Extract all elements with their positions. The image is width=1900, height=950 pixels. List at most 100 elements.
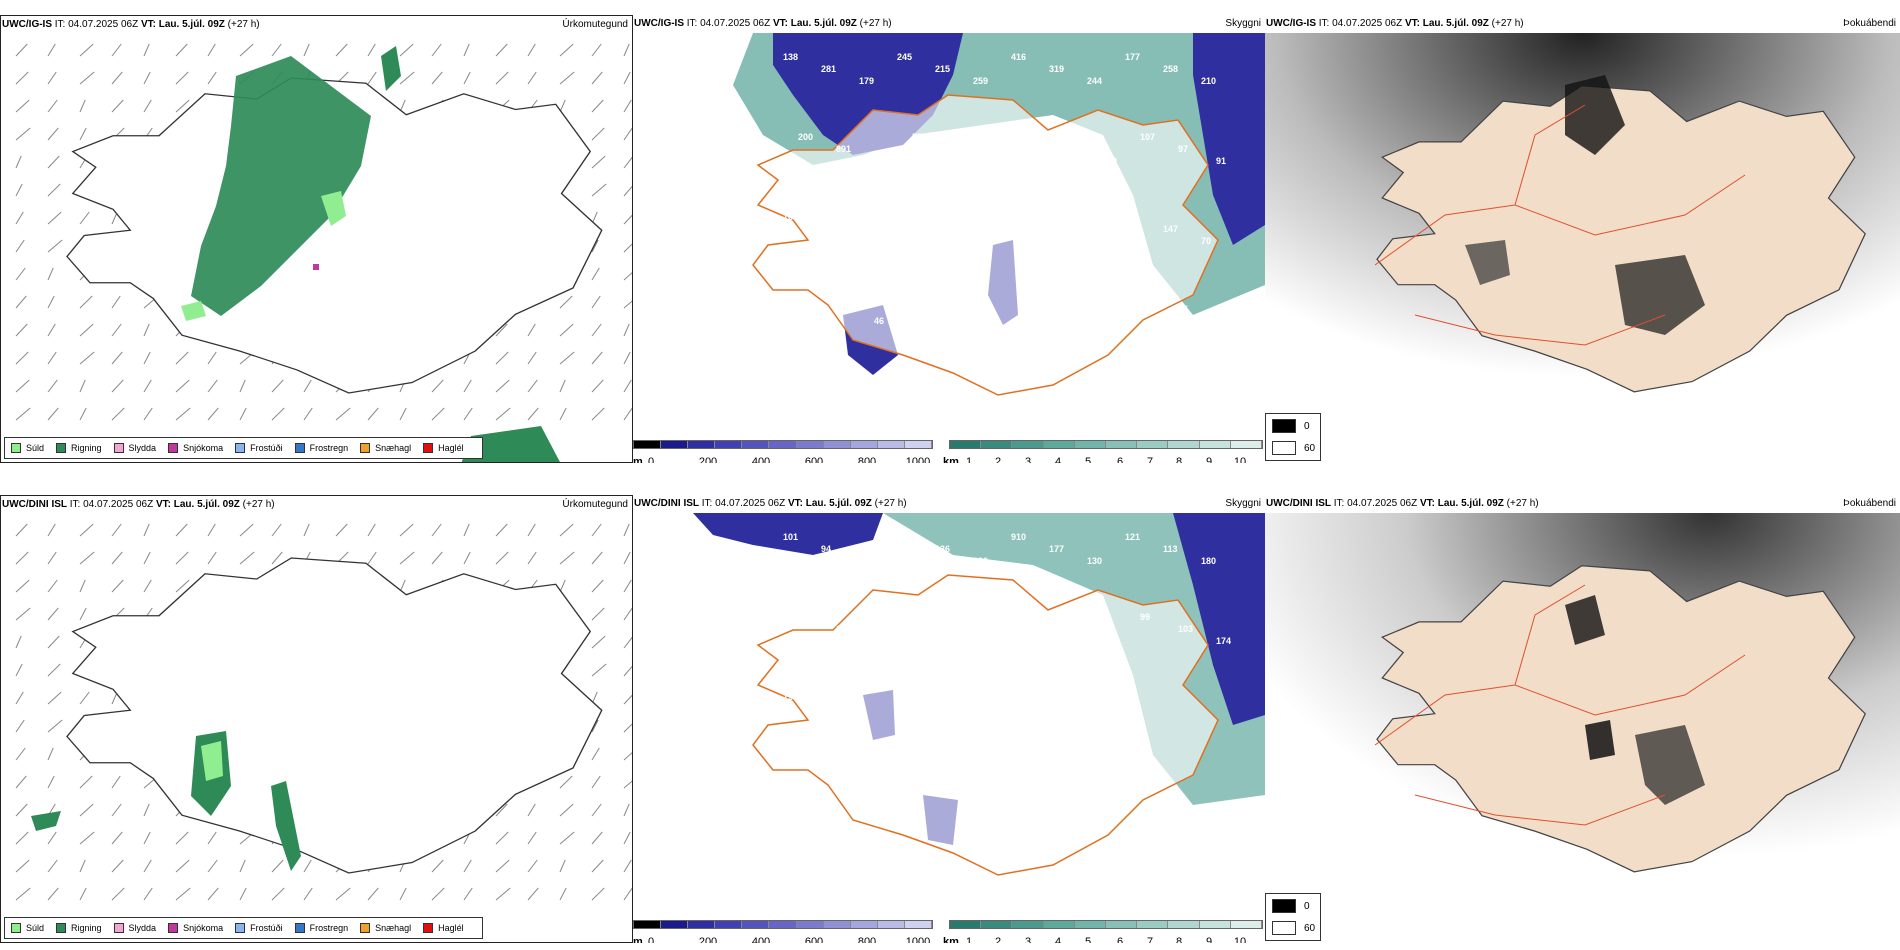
cbar-tick: 1000 xyxy=(905,456,931,463)
wind-barb xyxy=(15,407,31,421)
wind-barb xyxy=(15,859,30,873)
wind-barb xyxy=(591,607,605,621)
wind-barb xyxy=(367,43,376,57)
visibility-colorbar: km 1 2 3 4 5 6 7 8 9 10 xyxy=(943,438,1263,463)
wind-barb xyxy=(591,831,603,845)
cloud-value-label: 60 xyxy=(935,704,945,714)
precip-map xyxy=(15,523,632,901)
cloud-base-area-2 xyxy=(1173,513,1265,725)
panel-title: Skyggni xyxy=(1225,495,1261,513)
cbar-tick: 9 xyxy=(1205,936,1213,943)
legend-item: Frostregn xyxy=(294,443,348,453)
wind-barb xyxy=(623,551,631,565)
fog-area xyxy=(1565,595,1605,645)
wind-barb xyxy=(15,99,30,113)
wind-barb xyxy=(15,663,23,677)
wind-barb xyxy=(175,71,189,85)
cbar-tick: 3 xyxy=(1024,936,1032,943)
cbar-tick: 2 xyxy=(994,456,1002,463)
wind-barb xyxy=(527,831,537,845)
wind-barb xyxy=(207,551,217,565)
wind-barb xyxy=(47,831,57,845)
wind-barb xyxy=(399,887,407,901)
wind-barb xyxy=(239,43,254,57)
cbar-unit: km xyxy=(943,456,959,463)
wind-barb xyxy=(15,239,25,253)
wind-barb xyxy=(271,887,285,901)
colorbar-segment xyxy=(981,921,1013,928)
cbar-tick: 4 xyxy=(1054,456,1062,463)
cloud-base-area-2 xyxy=(1193,33,1265,245)
legend-item: Haglél xyxy=(423,443,464,453)
cloud-value-label: 223 xyxy=(1140,292,1155,302)
colorbar-segment xyxy=(1012,921,1044,928)
wind-barb xyxy=(527,43,536,57)
fog-panel-1: UWC/IG-IS IT: 04.07.2025 06Z VT: Lau. 5.… xyxy=(1265,15,1900,463)
colorbar-segment xyxy=(1106,921,1138,928)
legend-swatch xyxy=(423,443,434,453)
wind-barb xyxy=(623,859,632,873)
cloud-value-label: 109 xyxy=(798,612,813,622)
cloud-value-label: 113 xyxy=(1163,544,1178,554)
panel-header: UWC/IG-IS IT: 04.07.2025 06Z VT: Lau. 5.… xyxy=(634,18,892,29)
legend-item: Haglél xyxy=(423,923,464,933)
wind-barb xyxy=(303,887,313,901)
legend-swatch xyxy=(294,923,305,933)
wind-barb xyxy=(47,719,63,733)
cbar-tick: 600 xyxy=(804,936,824,943)
cloud-value-label: 134 xyxy=(912,612,927,622)
wind-barb xyxy=(463,43,470,57)
legend-swatch xyxy=(11,443,21,453)
wind-barb xyxy=(15,211,24,225)
wind-barb xyxy=(207,523,216,537)
wind-barb xyxy=(175,379,190,393)
cloud-value-label: 58 xyxy=(1011,692,1021,702)
wind-barb xyxy=(175,831,189,845)
wind-barb xyxy=(79,351,95,365)
cloud-value-labels: 138 281 179 245 215 259 416 319 244 177 258 210 200 8… xyxy=(783,52,1231,326)
panel-title: Úrkomutegund xyxy=(562,16,628,34)
wind-barb xyxy=(431,523,442,537)
legend-item: Rigning xyxy=(56,443,102,453)
cloud-value-label: 102 xyxy=(1216,316,1231,326)
wind-barb xyxy=(79,43,94,57)
colorbar-segment xyxy=(1074,921,1107,928)
colorbar-segment xyxy=(1199,441,1231,448)
colorbar-segment xyxy=(715,921,743,928)
wind-barb xyxy=(623,214,632,225)
legend-swatch xyxy=(168,923,179,933)
fog-legend: 0 60 xyxy=(1265,893,1321,941)
colorbar-segment xyxy=(850,441,878,448)
cloud-value-label: 130 xyxy=(1087,556,1102,566)
wind-barb xyxy=(399,43,414,57)
wind-barb xyxy=(623,665,632,677)
wind-barb xyxy=(623,579,632,593)
wind-barb xyxy=(591,351,603,365)
road-lines xyxy=(1374,104,1746,346)
fog-area xyxy=(1565,75,1625,155)
wind-barb xyxy=(367,407,379,421)
cbar-tick: 600 xyxy=(804,456,824,463)
cbar-tick: 6 xyxy=(1116,456,1124,463)
wind-barb xyxy=(591,323,602,337)
wind-barb xyxy=(623,272,632,281)
wind-barb xyxy=(431,551,443,565)
wind-barb xyxy=(623,185,632,197)
wind-barb xyxy=(111,887,125,901)
cbar-tick: 800 xyxy=(857,936,877,943)
wind-barb xyxy=(559,323,574,337)
wind-barb xyxy=(175,579,190,593)
colorbar-segment xyxy=(634,921,662,928)
wind-barb xyxy=(47,663,61,677)
cloud-value-label: 46 xyxy=(874,316,884,326)
wind-barb xyxy=(591,407,605,421)
colorbar-segment xyxy=(904,921,933,928)
wind-barb xyxy=(111,831,123,845)
wind-barb xyxy=(111,99,124,113)
cbar-tick: 800 xyxy=(857,456,877,463)
cbar-tick: 8 xyxy=(1175,456,1183,463)
cloud-value-label: 137 xyxy=(1026,612,1041,622)
colorbar-segment xyxy=(1168,441,1200,448)
precip-legend: Súld Rigning Slydda Snjókoma Frostúði Fr… xyxy=(4,917,483,939)
visibility-colorbar: km 1 2 3 4 5 6 7 8 9 10 xyxy=(943,918,1263,943)
